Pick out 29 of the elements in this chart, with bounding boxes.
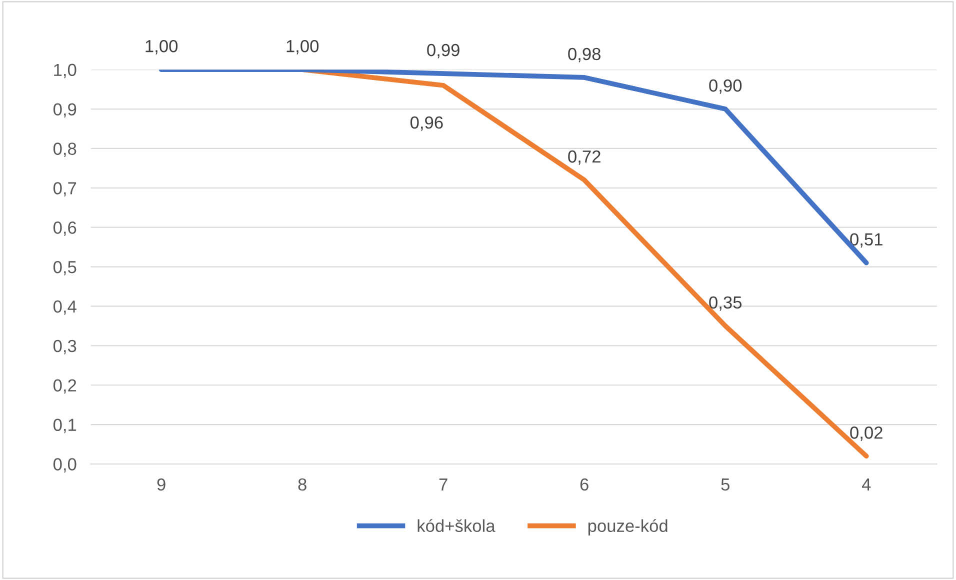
y-tick-label: 0,5 — [53, 260, 76, 276]
data-label: 1,00 — [146, 40, 178, 54]
y-tick-label: 0,7 — [53, 182, 76, 196]
data-label: 0,72 — [568, 150, 600, 165]
y-tick-label: 0,9 — [53, 103, 76, 118]
data-label: 0,98 — [568, 48, 600, 62]
y-tick-label: 0,0 — [53, 458, 76, 473]
y-tick-label: 0,3 — [53, 340, 76, 354]
y-tick-label: 1,0 — [54, 64, 76, 78]
data-label: 0,35 — [709, 296, 742, 311]
data-label: 0,99 — [427, 44, 460, 58]
x-tick-label: 7 — [439, 478, 448, 490]
data-label: 0,02 — [850, 426, 882, 441]
x-tick-label: 8 — [298, 478, 306, 491]
x-tick-label: 4 — [862, 478, 871, 490]
y-tick-label: 0,1 — [53, 418, 76, 434]
y-tick-label: 0,2 — [53, 379, 76, 394]
y-tick-label: 0,6 — [53, 222, 76, 236]
x-tick-label: 9 — [157, 478, 166, 491]
legend-label: pouze-kód — [588, 519, 668, 536]
data-label: 0,96 — [410, 116, 443, 131]
data-label: 0,51 — [850, 233, 882, 248]
data-label: 1,00 — [286, 40, 319, 54]
legend-label: kód+škola — [418, 519, 496, 532]
y-tick-label: 0,8 — [53, 142, 76, 157]
data-label: 0,90 — [709, 79, 742, 94]
y-tick-label: 0,4 — [53, 300, 76, 315]
x-tick-label: 6 — [580, 478, 588, 491]
x-tick-label: 5 — [721, 478, 730, 491]
